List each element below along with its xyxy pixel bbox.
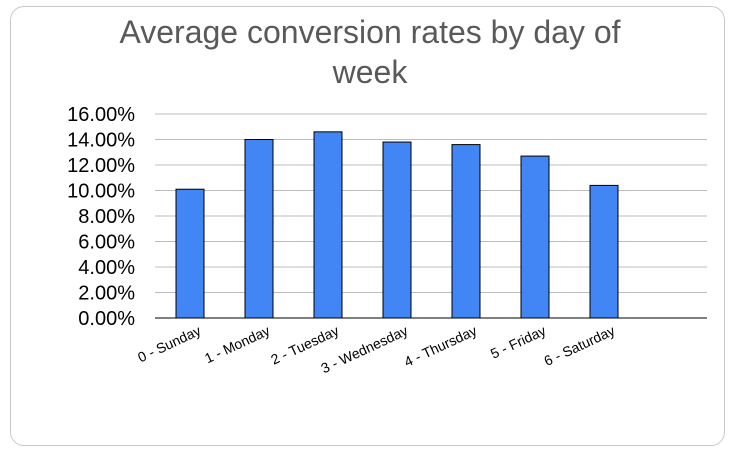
x-category-label: 1 - Monday [202, 322, 272, 366]
x-category-label: 0 - Sunday [135, 322, 203, 365]
y-tick-label: 2.00% [78, 283, 135, 305]
bar [520, 155, 550, 319]
grid-lines [155, 113, 707, 293]
y-tick-label: 0.00% [78, 308, 135, 330]
x-category-label: 5 - Friday [488, 322, 548, 361]
y-tick-label: 8.00% [78, 206, 135, 228]
x-category-label: 4 - Thursday [402, 322, 480, 370]
x-category-label: 6 - Saturday [541, 322, 617, 369]
y-tick-label: 14.00% [67, 130, 135, 152]
y-tick-label: 10.00% [67, 181, 135, 203]
bar [313, 131, 343, 319]
bars [175, 131, 619, 319]
y-tick-label: 12.00% [67, 155, 135, 177]
y-axis-tick-labels: 0.00% 2.00% 4.00% 6.00% 8.00% 10.00% 12.00% 14.… [67, 104, 135, 330]
bar [382, 141, 412, 319]
y-tick-label: 4.00% [78, 257, 135, 279]
bar [175, 188, 205, 319]
bar [451, 144, 481, 319]
y-tick-label: 16.00% [67, 104, 135, 126]
bar [589, 184, 619, 319]
bar [244, 139, 274, 319]
chart-title: Average conversion rates by day of week [119, 14, 621, 90]
y-tick-label: 6.00% [78, 232, 135, 254]
